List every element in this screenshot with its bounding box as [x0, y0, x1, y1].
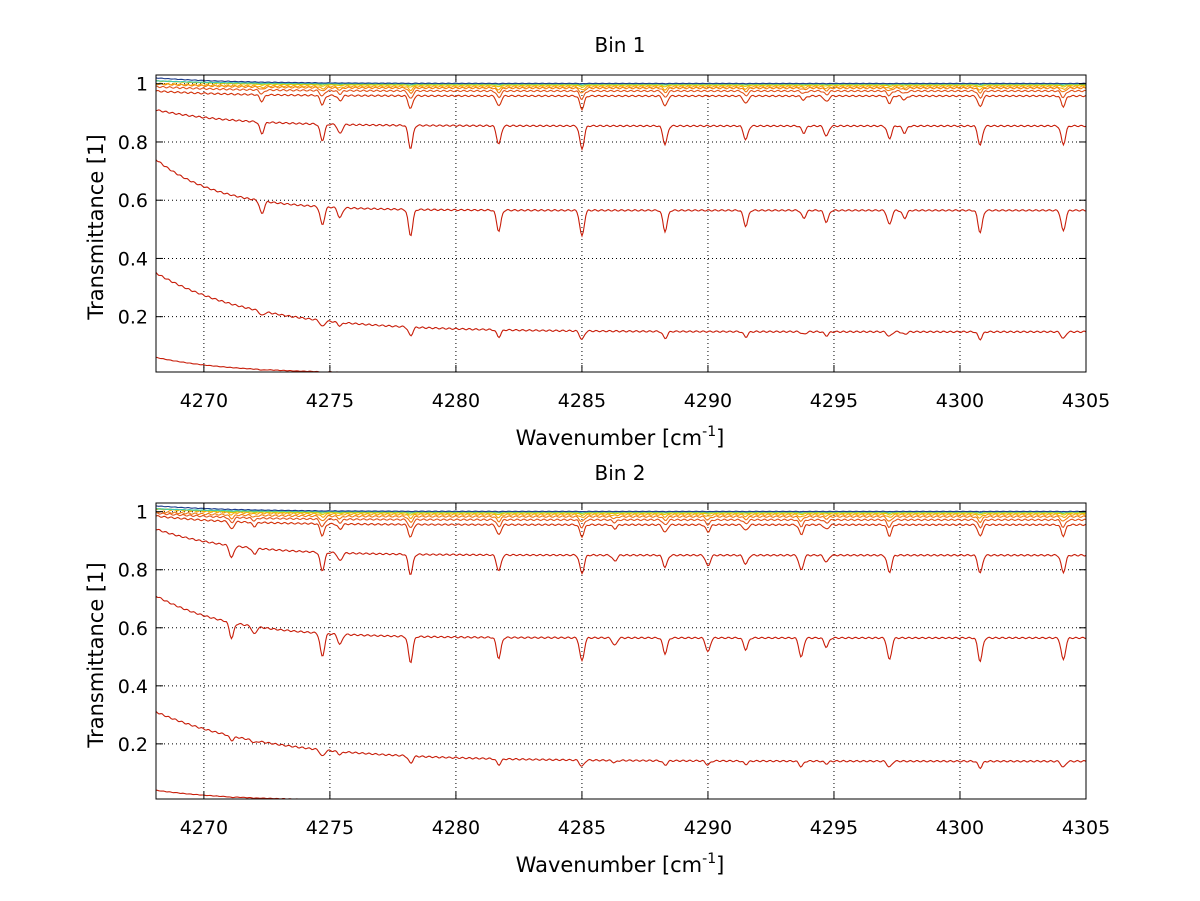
series-line — [155, 80, 1087, 88]
subplot-bin-1: Bin 1 4270 4275 4280 4285 4290 4295 4300 4305 0… — [84, 33, 1110, 450]
series-line — [155, 77, 1087, 85]
series-line — [155, 511, 1087, 529]
y-tick-labels: 0.2 0.4 0.6 0.8 1 — [118, 502, 1086, 756]
x-tick-label: 4305 — [1062, 390, 1110, 412]
x-tick-label: 4270 — [180, 390, 228, 412]
series-line — [155, 711, 1087, 770]
series-line — [155, 272, 1087, 341]
x-tick-label: 4285 — [558, 390, 606, 412]
y-tick-label: 0.2 — [118, 734, 148, 756]
series-line — [155, 109, 1087, 152]
y-tick-label: 0.4 — [118, 676, 148, 698]
series-line — [155, 508, 1087, 516]
y-tick-label: 0.4 — [118, 248, 148, 270]
y-tick-label: 0.8 — [118, 560, 148, 582]
x-axis-label: Wavenumber [cm-1] — [516, 851, 725, 877]
x-axis-label: Wavenumber [cm-1] — [516, 424, 725, 450]
series-line — [155, 507, 1087, 520]
subplot-title: Bin 2 — [594, 461, 645, 485]
series-line — [155, 82, 1087, 95]
series-line — [155, 159, 1087, 238]
series-line — [155, 505, 1087, 513]
x-tick-label: 4275 — [306, 390, 354, 412]
y-tick-label: 1 — [136, 502, 148, 524]
x-tick-label: 4280 — [432, 390, 480, 412]
x-tick-label: 4275 — [306, 817, 354, 839]
x-tick-label: 4270 — [180, 817, 228, 839]
x-tick-labels: 4270 4275 4280 4285 4290 4295 4300 4305 — [180, 75, 1110, 412]
axes-box — [155, 502, 1087, 800]
y-tick-label: 0.6 — [118, 190, 148, 212]
x-tick-label: 4300 — [936, 817, 984, 839]
series-line — [155, 528, 1087, 576]
series-line — [155, 515, 1087, 539]
x-tick-label: 4290 — [684, 817, 732, 839]
axes-box — [155, 74, 1087, 373]
y-axis-label: Transmittance [1] — [84, 562, 108, 748]
y-axis-label: Transmittance [1] — [84, 134, 108, 320]
x-tick-label: 4305 — [1062, 817, 1110, 839]
y-tick-label: 0.2 — [118, 307, 148, 329]
x-tick-label: 4280 — [432, 817, 480, 839]
x-tick-label: 4290 — [684, 390, 732, 412]
series-line — [155, 510, 1087, 524]
series-line — [155, 89, 1087, 112]
x-tick-labels: 4270 4275 4280 4285 4290 4295 4300 4305 — [180, 503, 1110, 839]
x-tick-label: 4285 — [558, 817, 606, 839]
y-tick-label: 0.6 — [118, 618, 148, 640]
x-tick-label: 4300 — [936, 390, 984, 412]
y-tick-label: 0.8 — [118, 132, 148, 154]
series-line — [155, 85, 1087, 101]
series-line — [155, 82, 1087, 92]
series-group — [155, 77, 1087, 373]
series-line — [155, 595, 1087, 664]
x-tick-label: 4295 — [810, 817, 858, 839]
x-tick-label: 4295 — [810, 390, 858, 412]
subplot-bin-2: Bin 2 4270 4275 4280 4285 4290 4295 4300 4305 0… — [84, 461, 1110, 877]
subplot-title: Bin 1 — [594, 33, 645, 57]
y-tick-label: 1 — [136, 74, 148, 96]
y-tick-labels: 0.2 0.4 0.6 0.8 1 — [118, 74, 1086, 329]
